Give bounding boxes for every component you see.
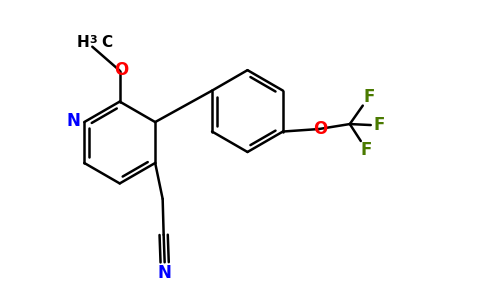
Text: F: F bbox=[363, 88, 375, 106]
Text: F: F bbox=[373, 116, 384, 134]
Text: O: O bbox=[313, 120, 327, 138]
Text: H: H bbox=[77, 35, 90, 50]
Text: N: N bbox=[158, 264, 172, 282]
Text: N: N bbox=[66, 112, 80, 130]
Text: F: F bbox=[360, 141, 371, 159]
Text: 3: 3 bbox=[90, 35, 97, 45]
Text: C: C bbox=[101, 35, 112, 50]
Text: O: O bbox=[115, 61, 129, 79]
